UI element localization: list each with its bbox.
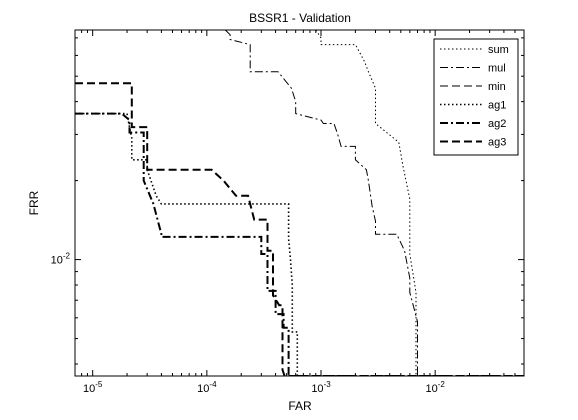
legend-label-mul: mul xyxy=(488,63,506,75)
legend-label-ag3: ag3 xyxy=(488,137,506,149)
x-tick-label: 10-4 xyxy=(197,380,217,395)
legend-label-sum: sum xyxy=(488,44,509,56)
x-tick-label: 10-2 xyxy=(425,380,445,395)
legend-label-ag1: ag1 xyxy=(488,100,506,112)
x-axis-label: FAR xyxy=(288,399,312,413)
y-tick-label: 10-2 xyxy=(51,252,71,267)
axis-ticks: 10-5 10-4 10-3 10-2 10-2 xyxy=(51,30,525,395)
x-tick-label: 10-3 xyxy=(311,380,331,395)
series-line-ag2 xyxy=(75,112,524,376)
legend-label-ag2: ag2 xyxy=(488,118,506,130)
series-line-ag3 xyxy=(75,82,524,376)
legend-box xyxy=(433,38,519,156)
x-tick-label: 10-5 xyxy=(83,380,103,395)
series-line-ag1 xyxy=(75,112,524,376)
legend: sum mul min ag1 ag2 ag3 xyxy=(433,38,519,156)
chart-title: BSSR1 - Validation xyxy=(249,11,351,25)
y-axis-label: FRR xyxy=(27,190,41,215)
legend-label-min: min xyxy=(488,81,506,93)
series-layer xyxy=(75,30,524,376)
series-group xyxy=(75,30,524,376)
